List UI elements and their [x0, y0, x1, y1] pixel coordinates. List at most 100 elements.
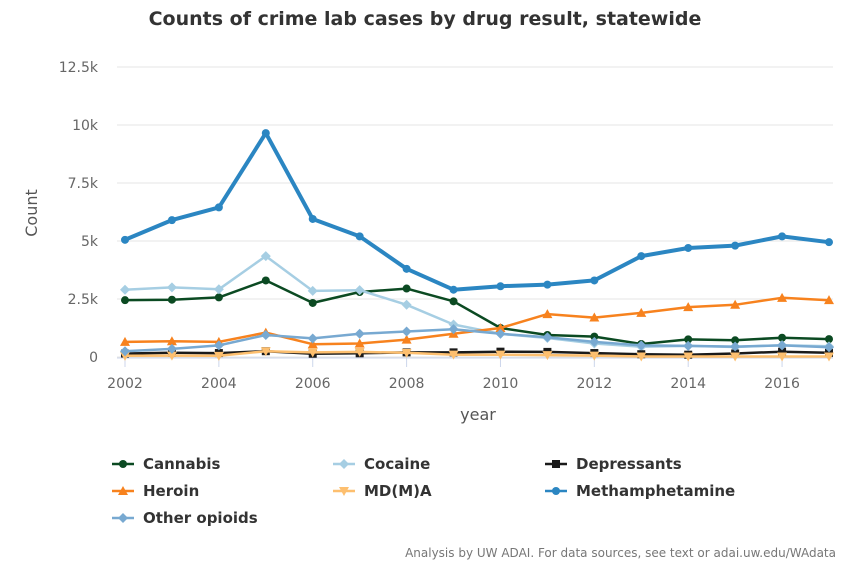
- data-point-cocaine: [166, 282, 177, 293]
- legend-item-depressants[interactable]: Depressants: [545, 455, 682, 473]
- data-point-heroin: [683, 302, 694, 312]
- data-point-heroin: [166, 336, 177, 346]
- legend-label: Methamphetamine: [576, 482, 735, 500]
- data-point-cannabis: [731, 336, 740, 345]
- data-point-cannabis: [684, 335, 693, 344]
- data-point-methamphetamine: [261, 129, 270, 138]
- data-point-cannabis: [825, 335, 833, 344]
- data-point-methamphetamine: [684, 243, 693, 252]
- data-point-md-m-a: [636, 352, 647, 362]
- series-line-md-m-a: [123, 349, 831, 358]
- data-point-cannabis: [167, 295, 176, 304]
- series-line-heroin: [123, 296, 831, 346]
- data-point-other-opioids: [777, 340, 788, 351]
- legend-item-other-opioids[interactable]: Other opioids: [112, 509, 258, 527]
- data-point-md-m-a: [120, 351, 130, 361]
- y-tick-label: 0: [89, 350, 98, 366]
- legend-marker: [119, 460, 127, 468]
- data-point-md-m-a: [683, 352, 694, 362]
- data-point-cannabis: [214, 293, 223, 302]
- data-point-methamphetamine: [355, 232, 364, 241]
- data-point-md-m-a: [260, 347, 271, 357]
- data-point-heroin: [589, 312, 600, 322]
- legend-label: Other opioids: [143, 509, 258, 527]
- data-point-methamphetamine: [308, 214, 317, 223]
- x-tick-label: 2004: [201, 376, 237, 392]
- data-point-methamphetamine: [825, 238, 833, 247]
- data-point-cannabis: [402, 284, 411, 293]
- data-point-other-opioids: [307, 333, 318, 344]
- data-point-methamphetamine: [637, 252, 646, 261]
- data-point-other-opioids: [401, 326, 412, 337]
- series-line-cocaine: [123, 254, 831, 349]
- data-point-heroin: [777, 292, 788, 302]
- data-point-md-m-a: [824, 352, 834, 362]
- data-point-md-m-a: [495, 350, 506, 360]
- series-line-cannabis: [123, 279, 831, 346]
- data-point-methamphetamine: [496, 282, 505, 291]
- data-point-other-opioids: [683, 340, 694, 351]
- legend-item-md-m-a[interactable]: MD(M)A: [333, 482, 432, 500]
- data-point-md-m-a: [730, 352, 741, 362]
- series-line-depressants: [123, 349, 831, 356]
- legend-label: Heroin: [143, 482, 199, 500]
- data-point-methamphetamine: [543, 280, 552, 289]
- data-point-heroin: [730, 299, 741, 309]
- data-point-methamphetamine: [778, 232, 787, 241]
- data-point-md-m-a: [401, 348, 412, 358]
- legend-item-cannabis[interactable]: Cannabis: [112, 455, 220, 473]
- y-tick-label: 5k: [81, 234, 99, 250]
- series-methamphetamine: [121, 129, 833, 294]
- data-point-cocaine: [307, 285, 318, 296]
- legend-item-heroin[interactable]: Heroin: [112, 482, 199, 500]
- data-point-other-opioids: [542, 332, 553, 343]
- data-point-cannabis: [261, 276, 270, 285]
- legend-marker: [118, 513, 128, 523]
- x-axis-title: year: [460, 405, 496, 424]
- legend-item-methamphetamine[interactable]: Methamphetamine: [545, 482, 735, 500]
- legend-label: Cannabis: [143, 455, 220, 473]
- data-point-md-m-a: [307, 348, 318, 358]
- legend-item-cocaine[interactable]: Cocaine: [333, 455, 430, 473]
- x-tick-label: 2012: [577, 376, 613, 392]
- data-point-heroin: [401, 334, 412, 344]
- y-tick-label: 2.5k: [68, 292, 99, 308]
- data-point-methamphetamine: [121, 235, 129, 244]
- legend-marker: [339, 487, 349, 496]
- data-point-heroin: [824, 295, 834, 305]
- legend-marker: [339, 459, 349, 469]
- data-point-md-m-a: [542, 351, 553, 361]
- data-point-cocaine: [213, 284, 224, 295]
- data-point-md-m-a: [589, 351, 600, 361]
- data-point-other-opioids: [354, 328, 365, 339]
- data-point-md-m-a: [354, 347, 365, 357]
- data-point-md-m-a: [166, 351, 177, 361]
- y-tick-label: 10k: [72, 118, 99, 134]
- data-point-methamphetamine: [402, 264, 411, 273]
- legend-marker: [552, 460, 560, 468]
- data-point-other-opioids: [730, 341, 741, 352]
- data-point-cocaine: [260, 251, 271, 262]
- series-cocaine: [120, 251, 834, 353]
- series-cannabis: [121, 276, 833, 349]
- x-tick-label: 2002: [107, 376, 143, 392]
- data-point-heroin: [307, 339, 318, 349]
- data-point-other-opioids: [260, 329, 271, 340]
- data-point-other-opioids: [495, 328, 506, 339]
- data-point-methamphetamine: [167, 216, 176, 225]
- data-point-heroin: [636, 307, 647, 317]
- data-point-methamphetamine: [214, 203, 223, 212]
- data-point-md-m-a: [777, 352, 788, 362]
- x-tick-label: 2016: [764, 376, 800, 392]
- data-point-heroin: [542, 309, 553, 319]
- chart-title: Counts of crime lab cases by drug result…: [148, 8, 702, 30]
- data-point-heroin: [120, 336, 130, 346]
- data-point-cannabis: [449, 297, 458, 306]
- data-point-heroin: [495, 323, 506, 332]
- legend-label: Cocaine: [364, 455, 430, 473]
- legend-marker: [118, 486, 128, 495]
- x-tick-label: 2006: [295, 376, 331, 392]
- data-point-other-opioids: [824, 342, 834, 353]
- data-point-other-opioids: [166, 343, 177, 354]
- data-point-methamphetamine: [590, 276, 599, 285]
